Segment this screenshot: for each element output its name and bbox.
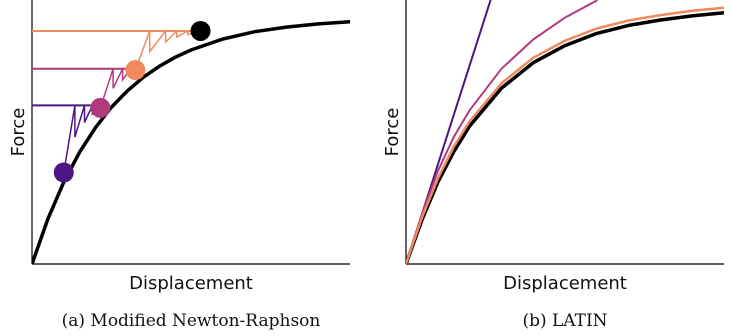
panel-a-x-axis-label: Displacement: [129, 273, 253, 294]
solution-point-4: [190, 20, 211, 41]
latin-curve-3: [406, 6, 724, 264]
response-curve: [32, 19, 350, 264]
panel-a: Displacement Force (a) Modified Newton-R…: [8, 0, 350, 331]
panel-b-y-axis-label: Force: [382, 108, 403, 157]
iteration-path-3: [134, 28, 201, 71]
panel-a-plot-area: [32, 19, 350, 264]
latin-curve-4: [406, 10, 724, 264]
panel-b: Displacement Force (b) LATIN: [382, 0, 724, 331]
solution-point-1: [53, 162, 74, 183]
solution-point-2: [90, 97, 111, 118]
solution-point-3: [125, 60, 146, 81]
panel-a-y-axis-label: Force: [8, 108, 29, 157]
panel-b-marks: [406, 0, 724, 264]
panel-b-x-axis-label: Displacement: [503, 273, 627, 294]
panel-a-caption: (a) Modified Newton-Raphson: [62, 311, 321, 331]
panel-b-caption: (b) LATIN: [522, 311, 607, 331]
panel-a-marks: [32, 19, 350, 264]
panel-b-plot-area: [406, 0, 724, 264]
latin-curve-2: [406, 0, 598, 264]
